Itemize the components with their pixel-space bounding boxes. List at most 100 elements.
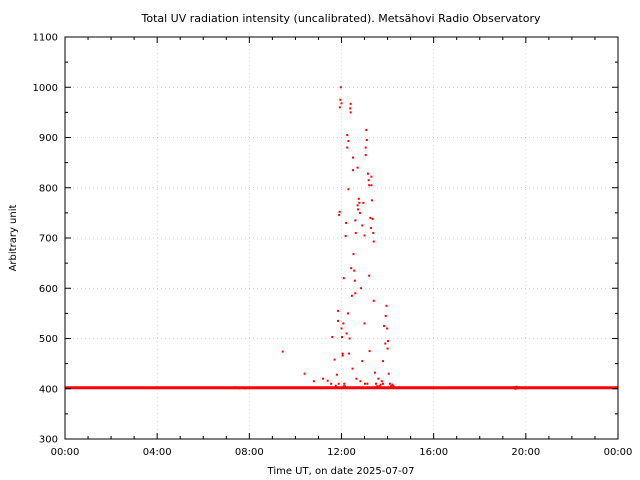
data-point [243, 387, 246, 390]
data-point [383, 324, 386, 327]
data-point [365, 139, 368, 142]
data-point [516, 387, 519, 390]
chart-title: Total UV radiation intensity (uncalibrat… [141, 12, 541, 25]
data-point [340, 102, 343, 105]
data-point [376, 385, 379, 388]
data-point [354, 231, 357, 234]
data-point [347, 140, 350, 143]
data-point [392, 384, 395, 387]
data-point [342, 277, 345, 280]
data-point [337, 382, 340, 385]
data-point [357, 208, 360, 211]
data-point [366, 172, 369, 175]
data-point [386, 347, 389, 350]
data-point [339, 86, 342, 89]
x-tick-label: 08:00 [235, 447, 264, 458]
data-point [347, 188, 350, 191]
data-point [338, 213, 341, 216]
data-point [356, 166, 359, 169]
data-point [353, 269, 356, 272]
data-point [387, 372, 390, 375]
data-point [342, 385, 345, 388]
data-point [354, 219, 357, 222]
data-point [371, 217, 374, 220]
data-point [372, 231, 375, 234]
data-point [330, 382, 333, 385]
data-point [237, 387, 240, 390]
data-point [338, 106, 341, 109]
data-point [514, 387, 517, 390]
data-point [343, 382, 346, 385]
data-point [363, 234, 366, 237]
data-point [331, 335, 334, 338]
data-point [335, 373, 338, 376]
data-point [352, 169, 355, 172]
data-point [350, 267, 353, 270]
data-point [350, 294, 353, 297]
data-point [351, 367, 354, 370]
data-point [368, 350, 371, 353]
data-point [349, 111, 352, 114]
x-tick-label: 16:00 [419, 447, 448, 458]
data-point [353, 279, 356, 282]
data-point [386, 327, 389, 330]
data-point [294, 386, 297, 389]
data-point [380, 380, 383, 383]
data-point [312, 380, 315, 383]
data-point [368, 274, 371, 277]
data-point [517, 386, 520, 389]
data-point [369, 216, 372, 219]
points-layer [234, 86, 520, 390]
y-tick-label: 700 [39, 234, 58, 245]
data-point [370, 184, 373, 187]
data-point [281, 350, 284, 353]
x-tick-label: 12:00 [327, 447, 356, 458]
data-point [362, 201, 365, 204]
y-axis-label: Arbitrary unit [8, 205, 19, 272]
data-point [341, 352, 344, 355]
data-point [303, 372, 306, 375]
data-point [360, 287, 363, 290]
data-point [346, 146, 349, 149]
data-point [384, 342, 387, 345]
data-point [364, 146, 367, 149]
y-tick-label: 1000 [33, 83, 58, 94]
data-point [361, 224, 364, 227]
data-point [342, 322, 345, 325]
x-tick-label: 20:00 [511, 447, 540, 458]
x-tick-label: 00:00 [604, 447, 633, 458]
data-point [348, 337, 351, 340]
data-point [515, 385, 518, 388]
data-point [364, 382, 367, 385]
data-point [377, 377, 380, 380]
data-point [352, 156, 355, 159]
data-point [349, 107, 352, 110]
data-point [370, 199, 373, 202]
data-point [513, 386, 516, 389]
y-tick-label: 400 [39, 384, 58, 395]
data-point [322, 377, 325, 380]
data-point [346, 133, 349, 136]
data-point [354, 292, 357, 295]
y-tick-label: 1100 [33, 33, 58, 44]
data-point [369, 226, 372, 229]
data-point [356, 204, 359, 207]
data-point [326, 379, 329, 382]
data-point [348, 352, 351, 355]
data-point [346, 312, 349, 315]
data-point [340, 327, 343, 330]
data-point [372, 240, 375, 243]
data-point [366, 382, 369, 385]
data-point [378, 385, 381, 388]
y-tick-label: 800 [39, 183, 58, 194]
y-tick-label: 300 [39, 435, 58, 446]
data-point [379, 383, 382, 386]
data-point [387, 340, 390, 343]
data-point [390, 385, 393, 388]
data-point [358, 201, 361, 204]
data-point [391, 383, 394, 386]
data-point [358, 211, 361, 214]
y-tick-label: 900 [39, 133, 58, 144]
data-point [340, 335, 343, 338]
